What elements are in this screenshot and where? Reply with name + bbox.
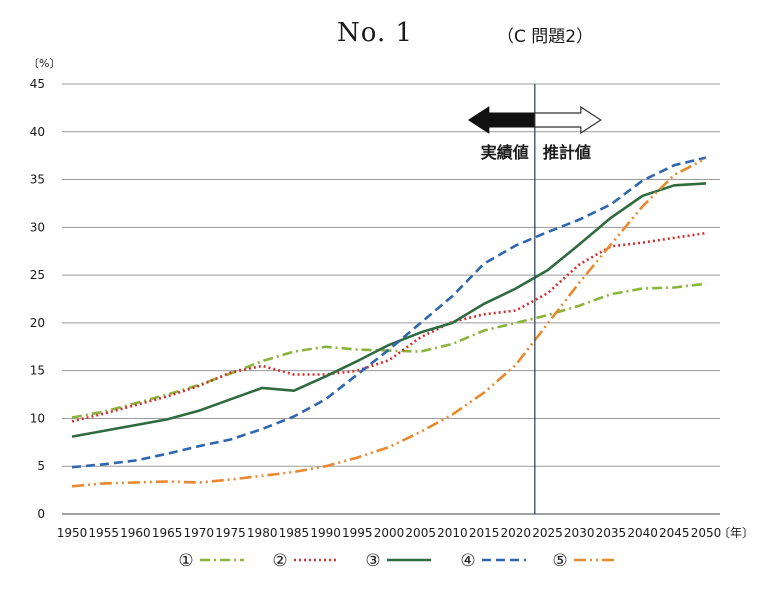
actual-label: 実績値 — [481, 143, 529, 162]
y-tick-label: 5 — [37, 459, 45, 473]
page-number-label: No. 1 — [337, 18, 414, 48]
x-tick-label: 2005 — [405, 526, 436, 540]
x-tick-label: 1970 — [184, 526, 215, 540]
series-line-3 — [71, 182, 707, 438]
legend-label-1: ① — [178, 551, 193, 571]
x-tick-label: 1980 — [247, 526, 278, 540]
y-tick-label: 0 — [37, 507, 45, 521]
actual-arrow — [467, 106, 536, 134]
legend-label-4: ④ — [460, 551, 475, 571]
x-tick-label: 2030 — [564, 526, 595, 540]
series-layer — [71, 156, 707, 488]
grid-layer — [62, 83, 720, 515]
x-tick-label: 2040 — [627, 526, 658, 540]
x-tick-label: 1960 — [120, 526, 151, 540]
x-tick-label: 1995 — [342, 526, 373, 540]
y-tick-label: 15 — [30, 364, 45, 378]
projected-label: 推計値 — [543, 143, 591, 162]
y-tick-label: 20 — [30, 316, 45, 330]
projected-arrow — [534, 105, 602, 135]
x-tick-label: 1975 — [215, 526, 246, 540]
x-tick-label: 1990 — [310, 526, 341, 540]
x-tick-label: 2035 — [596, 526, 627, 540]
x-tick-label: 2020 — [501, 526, 532, 540]
legend-label-3: ③ — [365, 551, 380, 571]
x-tick-label: 1965 — [152, 526, 183, 540]
y-tick-label: 10 — [30, 411, 45, 425]
x-tick-label: 2025 — [532, 526, 563, 540]
x-tick-label: 2015 — [469, 526, 500, 540]
y-tick-label: 45 — [30, 77, 45, 91]
x-axis-unit: 〔年〕 — [718, 526, 754, 540]
x-tick-label: 2010 — [437, 526, 468, 540]
x-tick-label: 1985 — [279, 526, 310, 540]
y-tick-label: 40 — [30, 125, 45, 139]
y-tick-label: 35 — [30, 173, 45, 187]
x-tick-label: 2045 — [659, 526, 690, 540]
annotation-layer: 実績値 推計値 — [467, 84, 602, 514]
problem-label: （C 問題2） — [497, 27, 594, 47]
x-tick-label: 1955 — [88, 526, 119, 540]
y-tick-label: 30 — [30, 220, 45, 234]
series-line-2 — [71, 231, 707, 423]
y-axis-unit: 〔%〕 — [28, 57, 60, 70]
x-tick-label: 2050 — [691, 526, 722, 540]
y-tick-label: 25 — [30, 268, 45, 282]
legend-layer: ① ② ③ ④ ⑤ — [178, 551, 618, 571]
legend-label-2: ② — [272, 551, 287, 571]
series-line-4 — [71, 156, 707, 469]
x-tick-label: 2000 — [374, 526, 405, 540]
legend-label-5: ⑤ — [552, 551, 567, 571]
x-tick-label: 1950 — [57, 526, 88, 540]
